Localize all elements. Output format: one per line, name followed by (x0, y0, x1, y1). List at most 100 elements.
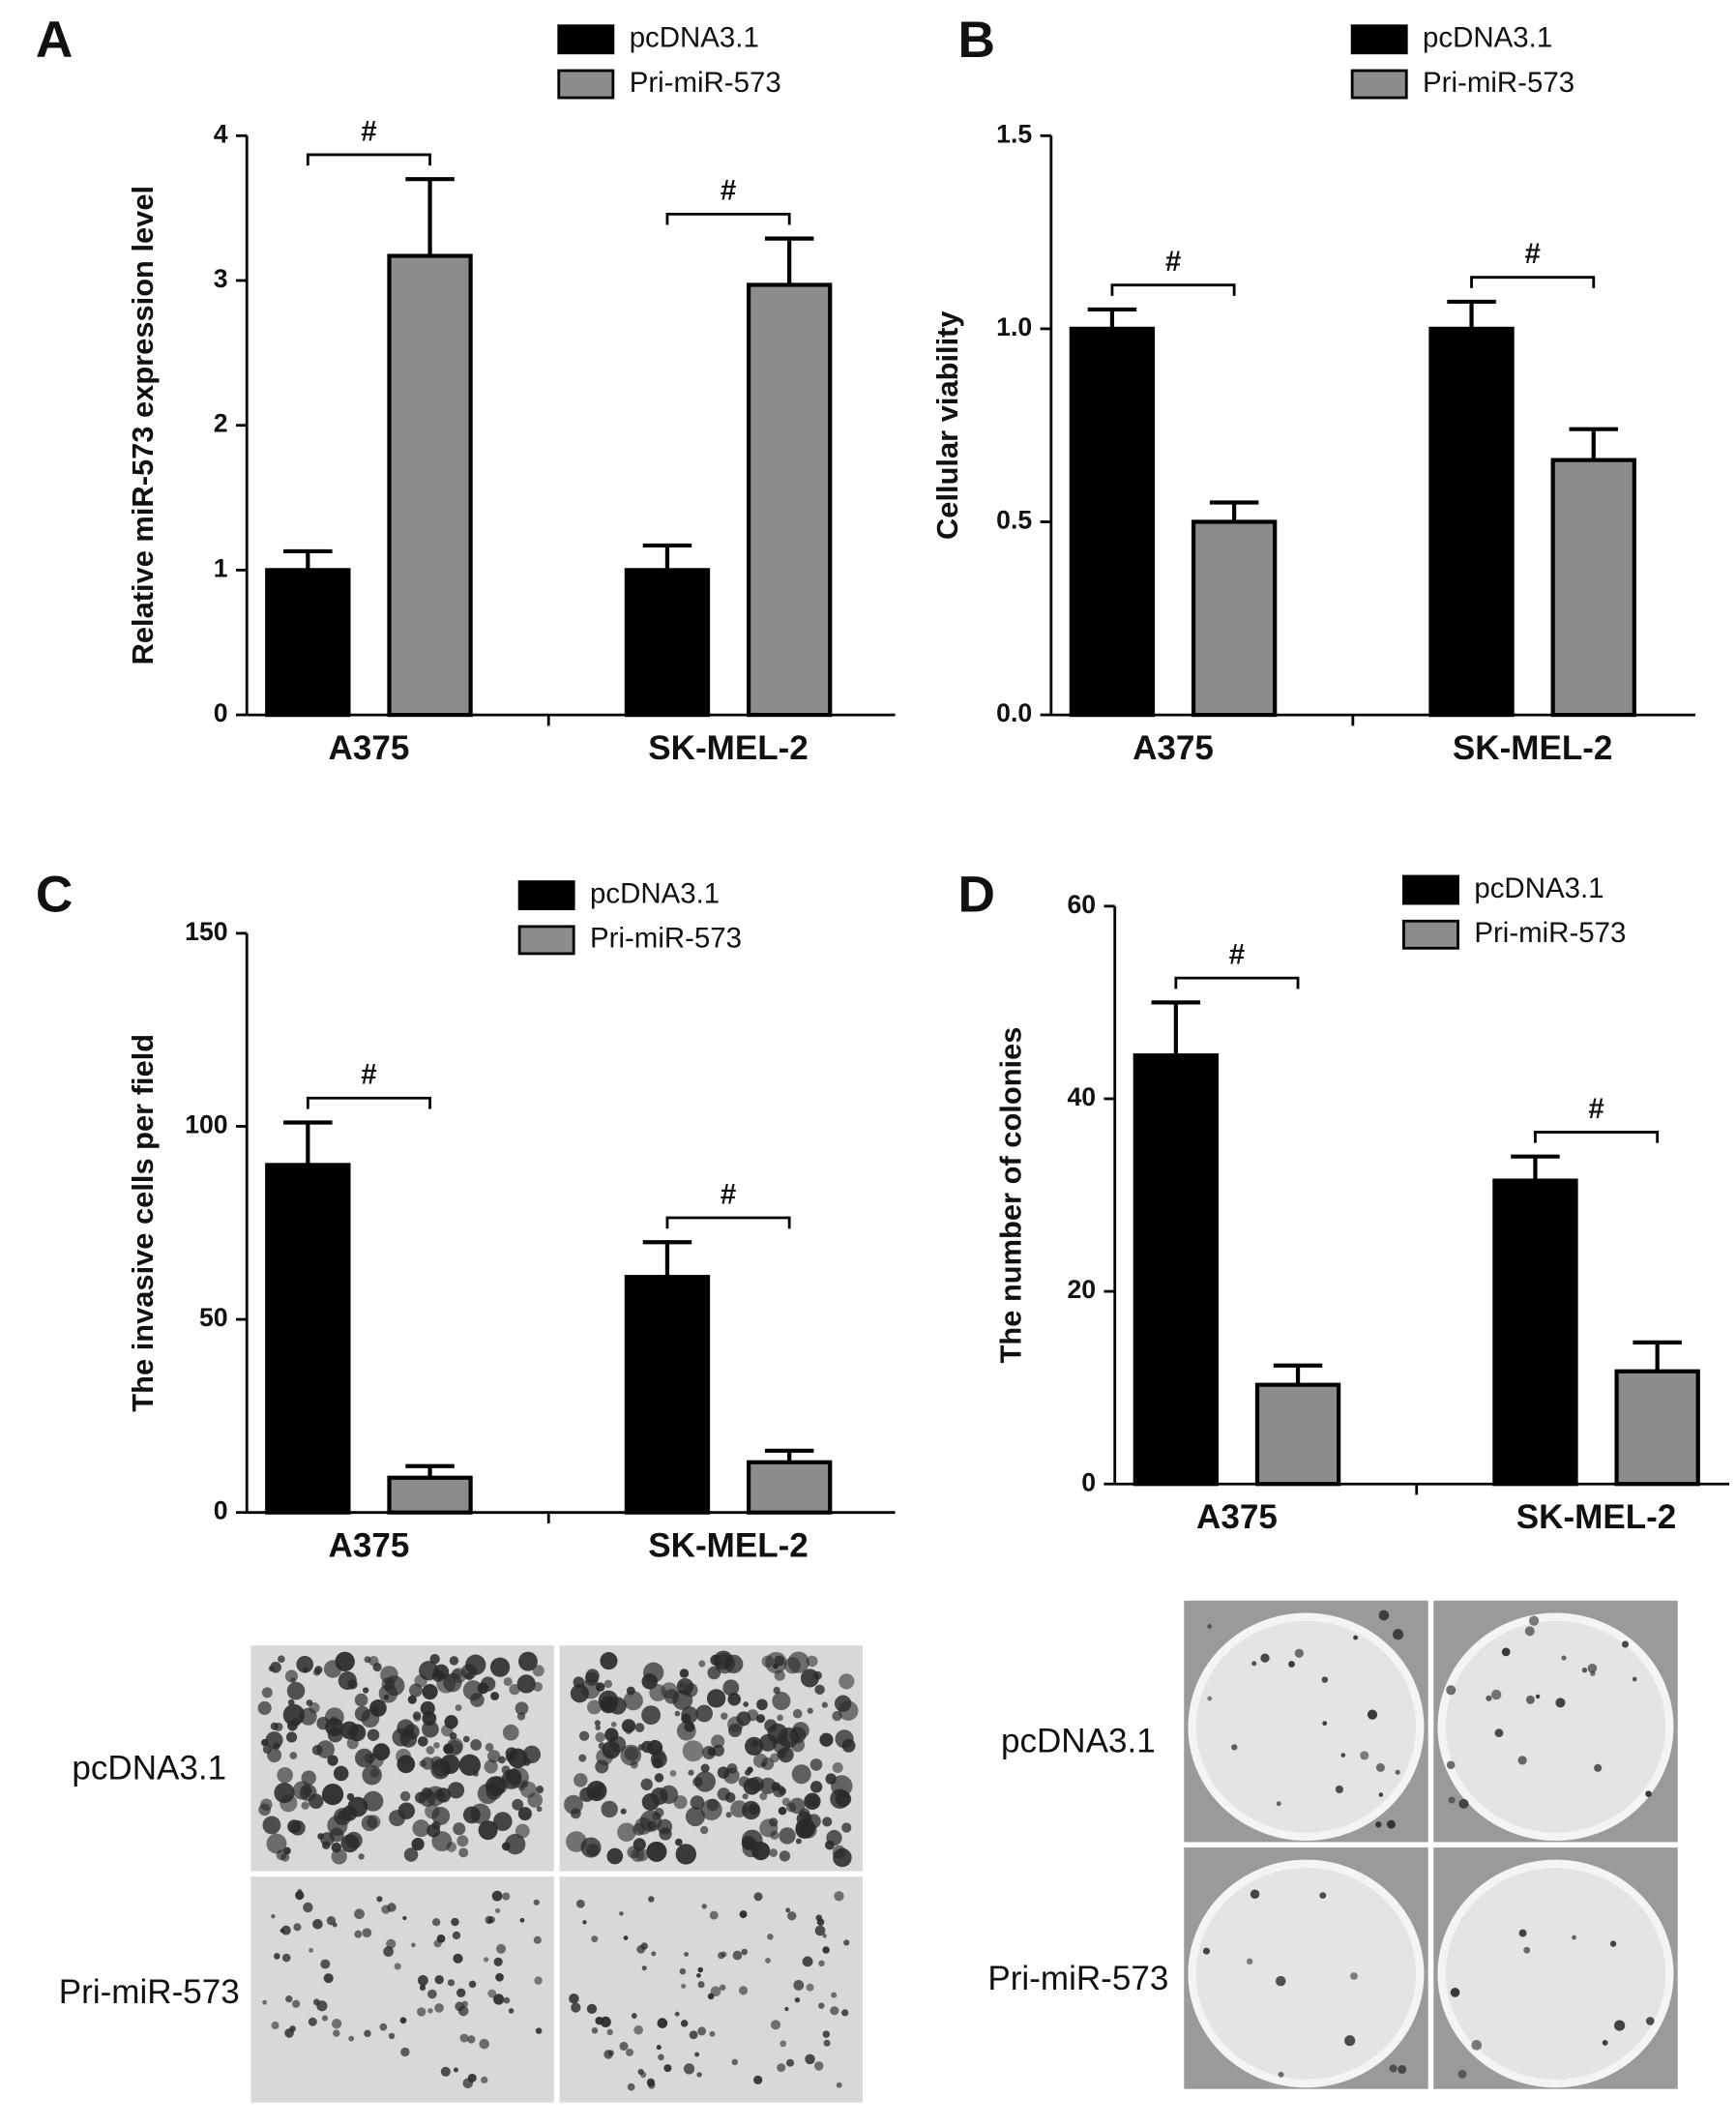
photo-texture (417, 2007, 427, 2017)
significance-bracket (306, 153, 431, 166)
photo-texture (626, 1686, 635, 1696)
photo-texture (430, 1756, 443, 1768)
photo-texture (354, 1908, 365, 1920)
photo-texture (1621, 1640, 1630, 1648)
photo-texture (1275, 1975, 1286, 1987)
y-tick-label: 40 (1067, 1082, 1096, 1111)
photo-texture (656, 2045, 662, 2051)
photo-texture (518, 1651, 538, 1671)
photo-texture (1446, 1685, 1456, 1696)
photo-texture (745, 1736, 764, 1757)
photo-texture (717, 1787, 731, 1801)
photo-texture (1335, 1785, 1344, 1794)
photo-texture (411, 1942, 416, 1948)
photo-texture (601, 1800, 618, 1818)
photo-texture (459, 2033, 469, 2043)
photo-texture (1494, 1728, 1504, 1738)
photo-texture (649, 1684, 667, 1701)
y-tick-label: 1.5 (996, 119, 1032, 148)
photo-texture (433, 1939, 442, 1948)
y-axis-label: The invasive cells per field (126, 1034, 160, 1412)
y-tick-label: 0 (214, 698, 228, 727)
photo-texture (465, 1654, 486, 1675)
y-tick-label: 0 (214, 1496, 228, 1525)
photo-texture (1581, 1667, 1588, 1673)
significance-bracket (665, 1216, 791, 1229)
photo-texture (316, 1740, 335, 1758)
photo-texture (711, 1734, 725, 1749)
photo-texture (779, 1850, 791, 1862)
photo-texture (533, 1899, 540, 1905)
photo-texture (1250, 1889, 1260, 1899)
photo-texture (767, 1934, 774, 1940)
photo-texture (727, 1723, 743, 1738)
bar (746, 282, 833, 718)
photo-texture (1387, 1819, 1396, 1829)
photo-texture (742, 1793, 749, 1800)
photo-texture (309, 1947, 314, 1953)
photo-texture (815, 1914, 823, 1922)
panel-label: C (36, 866, 73, 923)
photo-texture (634, 1723, 645, 1732)
photo-texture (795, 1838, 802, 1845)
photo-texture (419, 1984, 427, 1991)
photo-texture (265, 1731, 283, 1750)
photo-texture (759, 1733, 777, 1752)
legend-swatch (1402, 919, 1459, 950)
photo-texture (832, 1845, 846, 1859)
photo-texture (372, 1743, 391, 1761)
photo-texture (595, 1731, 605, 1743)
photo-texture (492, 1812, 513, 1831)
photo-texture (333, 1765, 349, 1782)
photo-texture (682, 1740, 704, 1762)
x-tick-label: A375 (1196, 1498, 1278, 1536)
photo-texture (636, 1944, 646, 1954)
photo-texture (534, 1976, 543, 1985)
photo-texture (647, 1820, 658, 1831)
photo-texture (361, 1815, 378, 1832)
photo-texture (301, 1770, 316, 1786)
photo-texture (657, 1818, 673, 1835)
photo-texture (777, 1714, 783, 1722)
photo-texture (674, 2011, 680, 2017)
photo-texture (770, 2020, 781, 2030)
photo-texture (566, 1831, 587, 1852)
photo-texture (1594, 1763, 1603, 1772)
photo-texture (1375, 1762, 1385, 1772)
photo-texture (354, 1930, 363, 1938)
photo-texture (681, 1706, 698, 1724)
photo-texture (573, 1676, 585, 1689)
photo-texture (403, 1847, 419, 1862)
photo-texture (426, 1746, 435, 1755)
photo-texture (619, 1911, 624, 1916)
legend-swatch (557, 24, 615, 55)
photo-texture (761, 1655, 775, 1668)
photo-texture (714, 1650, 733, 1670)
photo-texture (283, 1846, 291, 1855)
photo-texture (610, 1722, 617, 1728)
photo-texture (364, 2029, 371, 2038)
photo-texture (451, 1917, 459, 1927)
photo-texture (753, 2075, 763, 2084)
photo-texture (299, 1707, 317, 1726)
bar (387, 1475, 473, 1515)
photo-texture (489, 1657, 511, 1677)
x-tick-label: A375 (329, 1526, 410, 1564)
significance-bracket (1534, 1131, 1660, 1143)
photo-texture (333, 2029, 340, 2037)
photo-texture (453, 1822, 466, 1836)
legend-label: Pri-miR-573 (630, 67, 781, 99)
photo-texture (769, 1848, 778, 1857)
photo-texture (791, 1764, 811, 1785)
photo-texture (625, 1727, 633, 1735)
photo-texture (1587, 1663, 1598, 1673)
photo-texture (787, 1651, 809, 1673)
photo-texture (1524, 1626, 1535, 1637)
photo-texture (697, 2026, 707, 2036)
significance-mark: # (1165, 246, 1181, 278)
photo-texture (826, 1829, 842, 1846)
significance-mark: # (361, 1059, 376, 1091)
photo-texture (505, 1753, 515, 1762)
photo-texture (582, 1920, 587, 1925)
photo-texture (809, 1758, 823, 1771)
